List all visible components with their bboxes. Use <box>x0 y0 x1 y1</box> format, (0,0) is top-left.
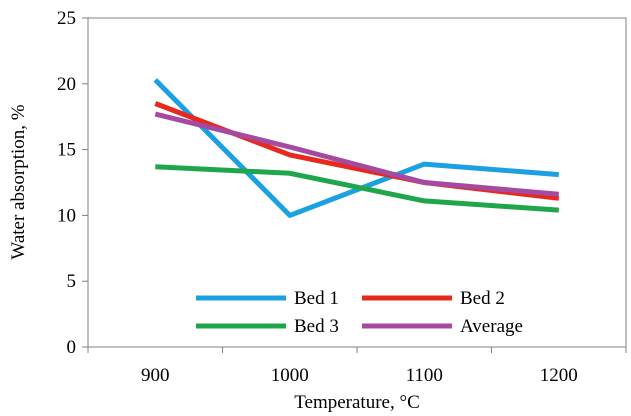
y-tick-label: 10 <box>57 205 76 226</box>
x-tick-label: 900 <box>141 365 170 386</box>
y-tick-label: 15 <box>57 140 76 161</box>
legend-label: Bed 1 <box>294 288 339 309</box>
series-line-bed-2 <box>155 104 559 199</box>
series-line-bed-1 <box>155 80 559 216</box>
legend-label: Bed 2 <box>460 288 505 309</box>
legend-label: Average <box>460 316 523 337</box>
x-axis-label: Temperature, °C <box>294 392 420 413</box>
legend-label: Bed 3 <box>294 316 339 337</box>
x-tick-label: 1100 <box>406 365 443 386</box>
series-lines <box>155 80 559 216</box>
plot-area-border <box>88 18 626 347</box>
y-tick-label: 25 <box>57 8 76 29</box>
y-tick-label: 0 <box>67 337 77 358</box>
legend: Bed 1 Bed 2 Bed 3 Average <box>196 288 523 337</box>
x-tick-label: 1200 <box>540 365 578 386</box>
y-tick-label: 5 <box>67 271 77 292</box>
y-axis-label: Water absorption, % <box>8 104 29 259</box>
y-tick-label: 20 <box>57 74 76 95</box>
x-tick-label: 1000 <box>271 365 309 386</box>
